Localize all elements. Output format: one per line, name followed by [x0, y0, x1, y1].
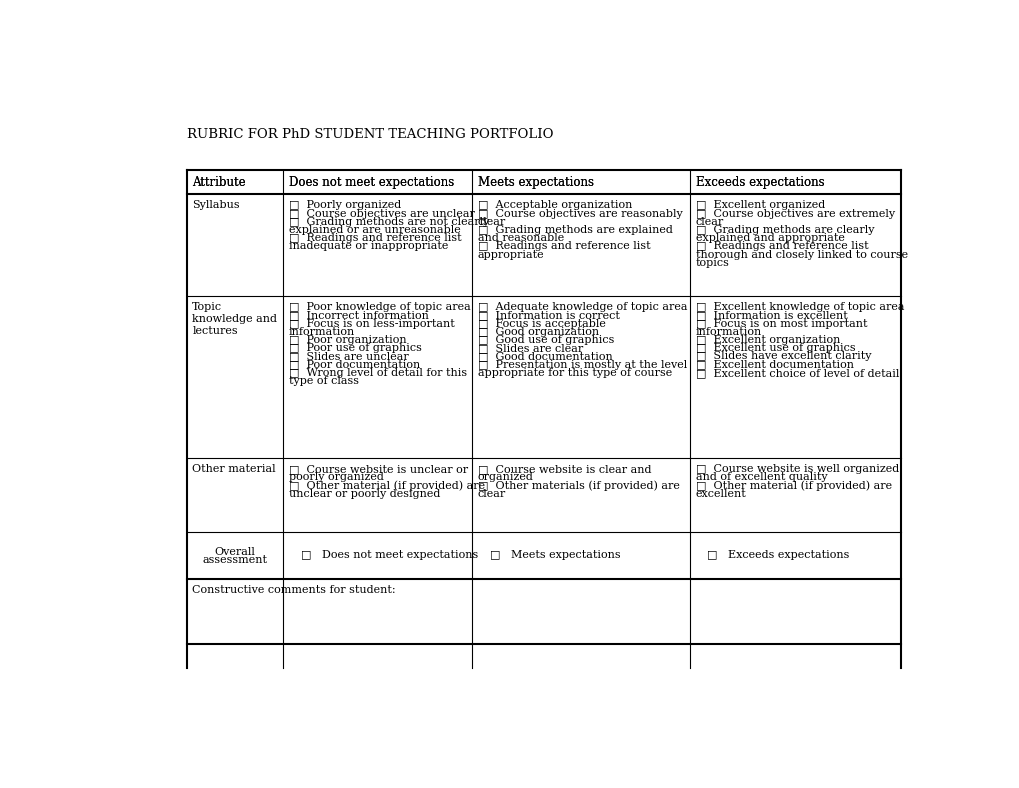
Text: Does not meet expectations: Does not meet expectations: [288, 177, 453, 189]
Text: □  Other materials (if provided) are: □ Other materials (if provided) are: [477, 481, 679, 491]
Text: explained or are unreasonable: explained or are unreasonable: [288, 225, 460, 235]
Text: □   Meets expectations: □ Meets expectations: [489, 550, 620, 560]
Text: Overall: Overall: [214, 547, 255, 557]
Text: □  Information is correct: □ Information is correct: [477, 310, 620, 321]
Text: clear: clear: [477, 217, 505, 227]
Text: □  Adequate knowledge of topic area: □ Adequate knowledge of topic area: [477, 303, 687, 312]
Text: □  Excellent knowledge of topic area: □ Excellent knowledge of topic area: [695, 303, 903, 312]
Text: Attribute: Attribute: [193, 177, 246, 189]
Text: clear: clear: [477, 489, 505, 499]
Text: □  Excellent documentation: □ Excellent documentation: [695, 359, 853, 370]
Text: unclear or poorly designed: unclear or poorly designed: [288, 489, 439, 499]
Text: □  Course website is well organized: □ Course website is well organized: [695, 464, 898, 474]
Text: □  Course website is clear and: □ Course website is clear and: [477, 464, 651, 474]
Text: □  Focus is acceptable: □ Focus is acceptable: [477, 318, 605, 329]
Text: Does not meet expectations: Does not meet expectations: [288, 177, 453, 189]
Text: Other material: Other material: [193, 464, 276, 474]
Text: poorly organized: poorly organized: [288, 472, 383, 482]
Text: thorough and closely linked to course: thorough and closely linked to course: [695, 250, 907, 259]
Text: □  Slides have excellent clarity: □ Slides have excellent clarity: [695, 351, 870, 362]
Text: □  Other material (if provided) are: □ Other material (if provided) are: [695, 481, 891, 491]
Text: excellent: excellent: [695, 489, 746, 499]
Text: □  Incorrect information: □ Incorrect information: [288, 310, 428, 321]
Text: □  Good documentation: □ Good documentation: [477, 351, 612, 362]
Text: □  Grading methods are clearly: □ Grading methods are clearly: [695, 225, 873, 235]
Text: □  Course objectives are unclear: □ Course objectives are unclear: [288, 209, 474, 218]
Text: □  Readings and reference list: □ Readings and reference list: [477, 241, 650, 251]
Text: □  Excellent organized: □ Excellent organized: [695, 200, 824, 210]
Text: □  Focus is on most important: □ Focus is on most important: [695, 318, 866, 329]
Text: □  Readings and reference list: □ Readings and reference list: [695, 241, 867, 251]
Text: □  Focus is on less-important: □ Focus is on less-important: [288, 318, 454, 329]
Text: explained and appropriate: explained and appropriate: [695, 233, 844, 243]
Text: □  Grading methods are explained: □ Grading methods are explained: [477, 225, 673, 235]
Text: appropriate: appropriate: [477, 250, 544, 259]
Text: and reasonable: and reasonable: [477, 233, 564, 243]
Text: □  Wrong level of detail for this: □ Wrong level of detail for this: [288, 368, 467, 378]
Text: organized: organized: [477, 472, 533, 482]
Text: □  Excellent organization: □ Excellent organization: [695, 335, 839, 345]
Text: □  Course objectives are extremely: □ Course objectives are extremely: [695, 209, 894, 218]
Text: information: information: [695, 327, 761, 337]
Text: Topic
knowledge and
lectures: Topic knowledge and lectures: [193, 303, 277, 336]
Text: □  Information is excellent: □ Information is excellent: [695, 310, 847, 321]
Text: □  Readings and reference list: □ Readings and reference list: [288, 233, 461, 243]
Text: type of class: type of class: [288, 376, 359, 386]
Text: Meets expectations: Meets expectations: [477, 177, 593, 189]
Text: □  Good organization: □ Good organization: [477, 327, 598, 337]
Text: Attribute: Attribute: [193, 177, 246, 189]
Text: □  Good use of graphics: □ Good use of graphics: [477, 335, 613, 345]
Text: Exceeds expectations: Exceeds expectations: [695, 177, 823, 189]
Text: and of excellent quality: and of excellent quality: [695, 472, 826, 482]
Text: appropriate for this type of course: appropriate for this type of course: [477, 368, 672, 378]
Text: □  Grading methods are not clearly: □ Grading methods are not clearly: [288, 217, 488, 227]
Text: □  Course website is unclear or: □ Course website is unclear or: [288, 464, 468, 474]
Text: □  Slides are unclear: □ Slides are unclear: [288, 351, 408, 362]
Text: □  Presentation is mostly at the level: □ Presentation is mostly at the level: [477, 359, 687, 370]
Text: □  Other material (if provided) are: □ Other material (if provided) are: [288, 481, 484, 491]
Text: Constructive comments for student:: Constructive comments for student:: [193, 585, 395, 595]
Text: Syllabus: Syllabus: [193, 200, 239, 210]
Text: □  Excellent choice of level of detail: □ Excellent choice of level of detail: [695, 368, 898, 378]
Text: inadequate or inappropriate: inadequate or inappropriate: [288, 241, 447, 251]
Text: □  Poorly organized: □ Poorly organized: [288, 200, 400, 210]
Text: □  Poor organization: □ Poor organization: [288, 335, 406, 345]
Text: assessment: assessment: [203, 556, 267, 565]
Text: □   Does not meet expectations: □ Does not meet expectations: [301, 550, 477, 560]
Text: □  Poor knowledge of topic area: □ Poor knowledge of topic area: [288, 303, 470, 312]
Text: □  Excellent use of graphics: □ Excellent use of graphics: [695, 344, 854, 353]
Text: □  Course objectives are reasonably: □ Course objectives are reasonably: [477, 209, 682, 218]
Text: □   Exceeds expectations: □ Exceeds expectations: [707, 550, 849, 560]
Text: □  Slides are clear: □ Slides are clear: [477, 344, 583, 353]
Text: clear: clear: [695, 217, 723, 227]
Text: □  Poor documentation: □ Poor documentation: [288, 359, 420, 370]
Text: □  Poor use of graphics: □ Poor use of graphics: [288, 344, 421, 353]
Text: topics: topics: [695, 258, 729, 268]
Text: □  Acceptable organization: □ Acceptable organization: [477, 200, 632, 210]
Text: Exceeds expectations: Exceeds expectations: [695, 177, 823, 189]
Text: information: information: [288, 327, 355, 337]
Text: RUBRIC FOR PhD STUDENT TEACHING PORTFOLIO: RUBRIC FOR PhD STUDENT TEACHING PORTFOLI…: [186, 128, 552, 141]
Text: Meets expectations: Meets expectations: [477, 177, 593, 189]
